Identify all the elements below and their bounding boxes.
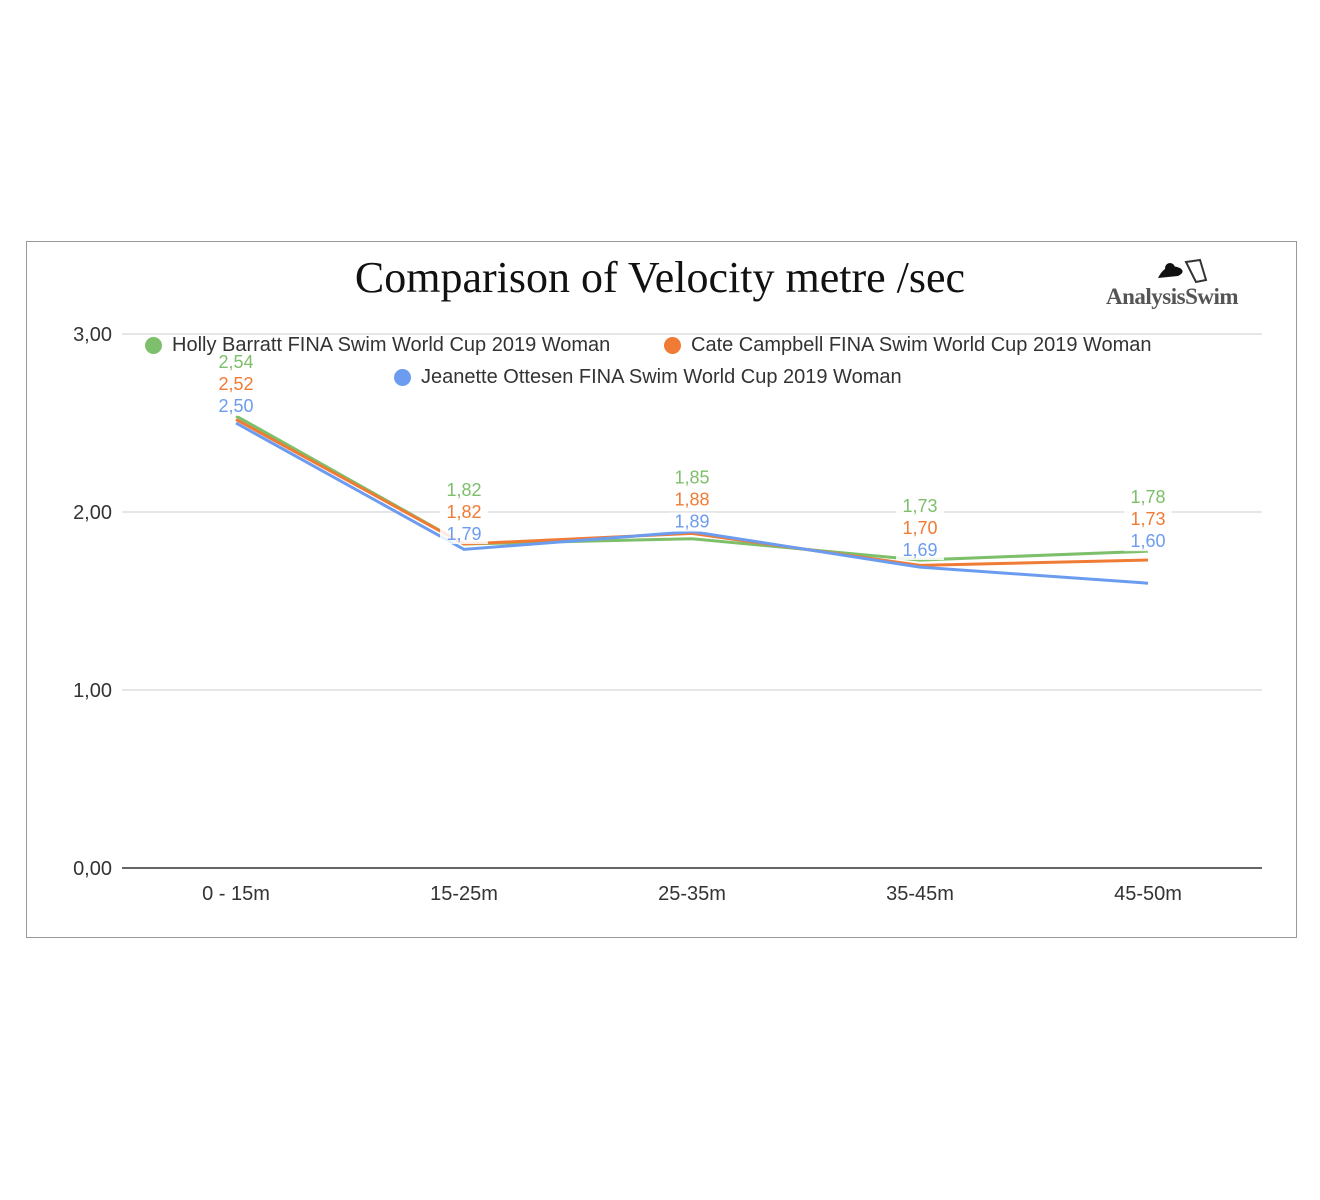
- x-tick-label: 35-45m: [886, 883, 954, 905]
- data-label: 1,60: [1130, 531, 1165, 551]
- data-label: 1,70: [902, 518, 937, 538]
- data-label: 1,89: [674, 512, 709, 532]
- data-label-bg: [668, 468, 716, 488]
- data-label-bg: [440, 525, 488, 545]
- data-label-bg: [440, 481, 488, 501]
- data-label: 1,79: [446, 524, 481, 544]
- y-tick-label: 2,00: [73, 502, 112, 524]
- swimmer-icon: [1158, 258, 1208, 284]
- legend-marker: [145, 337, 162, 354]
- data-label-bg: [1124, 510, 1172, 530]
- data-label: 1,88: [674, 490, 709, 510]
- data-label-bg: [896, 519, 944, 539]
- legend-marker: [664, 337, 681, 354]
- series-line-0: [235, 414, 1149, 562]
- chart-title: Comparison of Velocity metre /sec: [354, 253, 966, 302]
- data-label: 1,78: [1130, 487, 1165, 507]
- data-label: 1,73: [902, 496, 937, 516]
- data-label-bg: [896, 541, 944, 561]
- legend-marker: [394, 369, 411, 386]
- analysisswim-logo: AnalysisSwim: [1106, 258, 1266, 314]
- data-label: 1,73: [1130, 509, 1165, 529]
- series-line-1: [235, 418, 1149, 567]
- legend-label: Holly Barratt FINA Swim World Cup 2019 W…: [172, 334, 611, 356]
- x-tick-label: 45-50m: [1114, 883, 1182, 905]
- data-label: 2,54: [218, 352, 253, 372]
- x-tick-label: 25-35m: [658, 883, 726, 905]
- data-label: 1,82: [446, 480, 481, 500]
- y-tick-label: 1,00: [73, 680, 112, 702]
- data-label-bg: [896, 497, 944, 517]
- x-tick-label: 0 - 15m: [202, 883, 270, 905]
- data-label-bg: [440, 503, 488, 523]
- data-label: 1,85: [674, 468, 709, 488]
- legend-item-holly[interactable]: Holly Barratt FINA Swim World Cup 2019 W…: [145, 334, 610, 357]
- legend-label: Cate Campbell FINA Swim World Cup 2019 W…: [691, 334, 1152, 356]
- data-label: 1,69: [902, 540, 937, 560]
- data-label-bg: [668, 512, 716, 532]
- x-tick-label: 15-25m: [430, 883, 498, 905]
- legend-item-cate[interactable]: Cate Campbell FINA Swim World Cup 2019 W…: [664, 334, 1152, 357]
- data-label-bg: [1124, 488, 1172, 508]
- data-label: 2,52: [218, 374, 253, 394]
- data-label-bg: [668, 490, 716, 510]
- legend-item-jeanette[interactable]: Jeanette Ottesen FINA Swim World Cup 201…: [394, 366, 902, 389]
- y-tick-label: 0,00: [73, 858, 112, 880]
- chart-frame: [26, 241, 1297, 938]
- data-label-bg: [212, 396, 260, 416]
- data-label-bg: [212, 352, 260, 372]
- data-label: 1,82: [446, 502, 481, 522]
- data-label: 2,50: [218, 396, 253, 416]
- legend-label: Jeanette Ottesen FINA Swim World Cup 201…: [421, 366, 902, 388]
- data-label-bg: [212, 374, 260, 394]
- y-tick-label: 3,00: [73, 324, 112, 346]
- data-label-bg: [1124, 532, 1172, 552]
- logo-text: AnalysisSwim: [1106, 284, 1239, 309]
